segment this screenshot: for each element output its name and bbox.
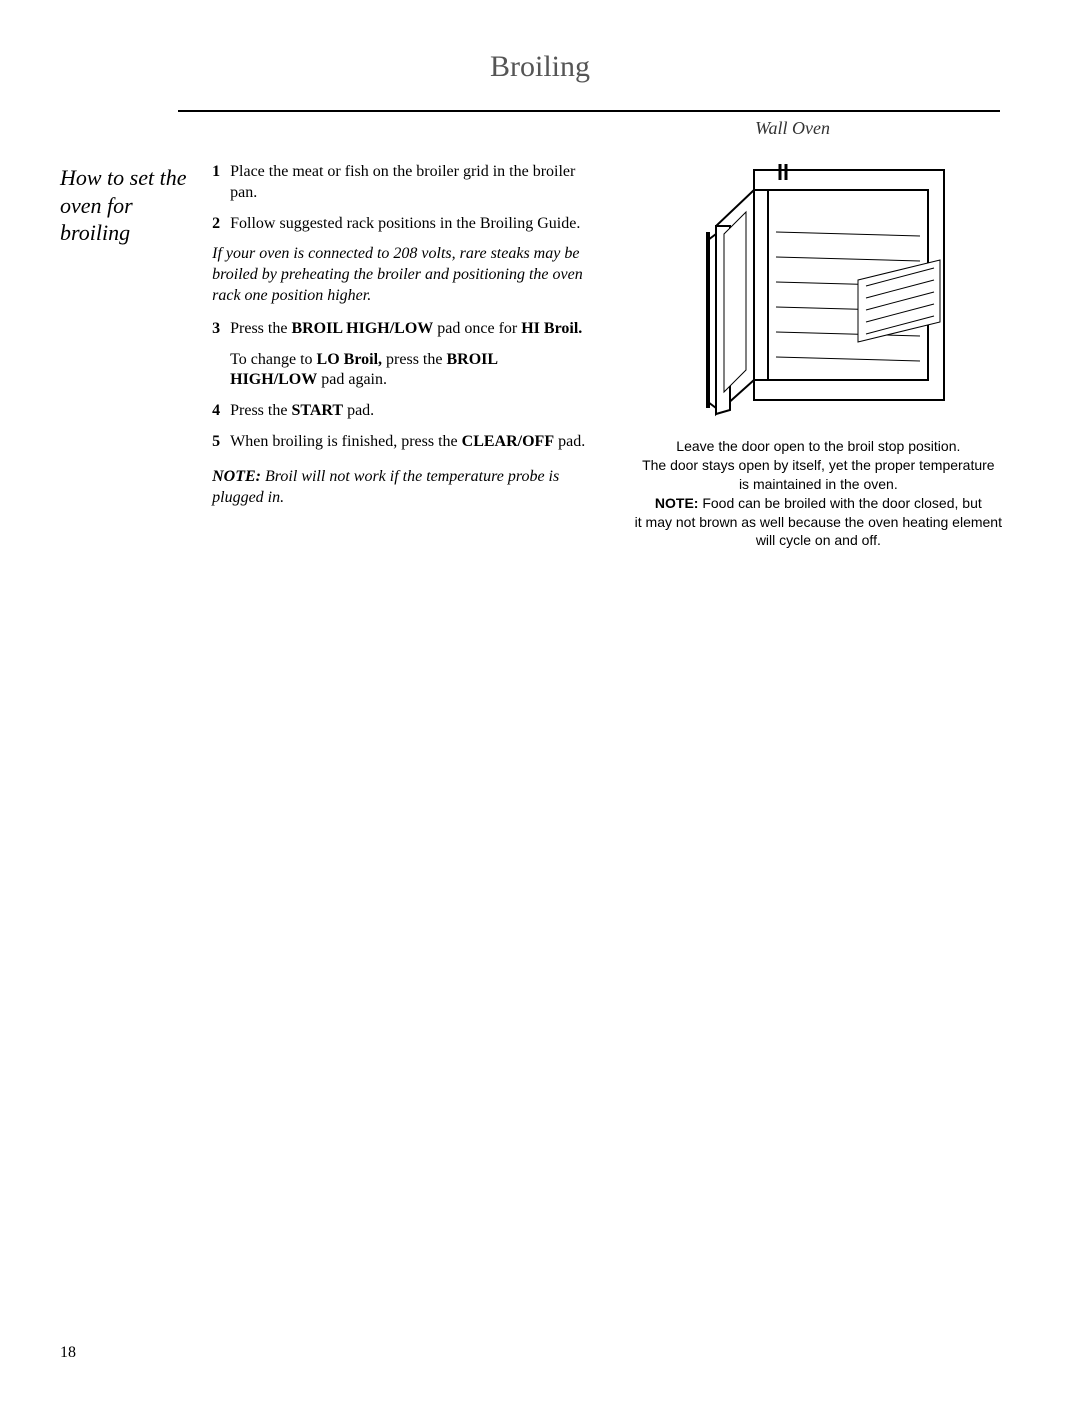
t: pad. [343,402,374,419]
t: press the [382,351,446,368]
bold: LO Broil, [317,351,383,368]
oven-illustration [617,162,1020,427]
step-3-sub: To change to LO Broil, press the BROIL H… [230,350,587,392]
middle-column: 1 Place the meat or fish on the broiler … [212,162,607,550]
right-column: Leave the door open to the broil stop po… [607,162,1020,550]
step-text: Follow suggested rack positions in the B… [230,214,587,235]
step-number: 4 [212,401,230,422]
note-block: NOTE: Broil will not work if the tempera… [212,467,587,509]
subhead-label: Wall Oven [755,118,830,139]
bold: HI Broil. [521,320,582,337]
t: pad once for [433,320,521,337]
bold: BROIL HIGH/LOW [291,320,433,337]
illustration-caption: Leave the door open to the broil stop po… [617,437,1020,550]
bold: START [291,402,343,419]
t: When broiling is finished, press the [230,433,462,450]
t: To change to [230,351,316,368]
body-columns: How to set the oven for broiling 1 Place… [60,162,1020,550]
step-4: 4 Press the START pad. [212,401,587,422]
left-heading: How to set the oven for broiling [60,164,202,247]
step-text: Press the BROIL HIGH/LOW pad once for HI… [230,319,587,340]
italic-note-208v: If your oven is connected to 208 volts, … [212,244,587,306]
step-number: 2 [212,214,230,235]
t: pad again. [317,371,387,388]
step-number: 3 [212,319,230,340]
t: Press the [230,320,291,337]
cap-line: is maintained in the oven. [739,476,898,492]
step-text: Press the START pad. [230,401,587,422]
step-number: 5 [212,432,230,453]
note-label: NOTE: [212,468,261,485]
cap-line: The door stays open by itself, yet the p… [642,457,995,473]
step-3: 3 Press the BROIL HIGH/LOW pad once for … [212,319,587,340]
step-number: 1 [212,162,230,204]
cap-note-label: NOTE: [655,495,699,511]
oven-door-icon [668,162,968,422]
step-5: 5 When broiling is finished, press the C… [212,432,587,453]
step-1: 1 Place the meat or fish on the broiler … [212,162,587,204]
bold: CLEAR/OFF [462,433,554,450]
step-text: When broiling is finished, press the CLE… [230,432,587,453]
cap-line: Leave the door open to the broil stop po… [676,438,960,454]
page-number: 18 [60,1344,76,1362]
page-title: Broiling [60,50,1020,84]
cap-line: will cycle on and off. [756,532,881,548]
step-text: Place the meat or fish on the broiler gr… [230,162,587,204]
t: Press the [230,402,291,419]
step-2: 2 Follow suggested rack positions in the… [212,214,587,235]
left-column: How to set the oven for broiling [60,162,212,550]
subhead-rule: Wall Oven [178,110,1000,144]
t: pad. [554,433,585,450]
page: Broiling Wall Oven How to set the oven f… [0,0,1080,1402]
cap-line: Food can be broiled with the door closed… [698,495,981,511]
note-text: Broil will not work if the temperature p… [212,468,559,506]
cap-line: it may not brown as well because the ove… [635,514,1002,530]
